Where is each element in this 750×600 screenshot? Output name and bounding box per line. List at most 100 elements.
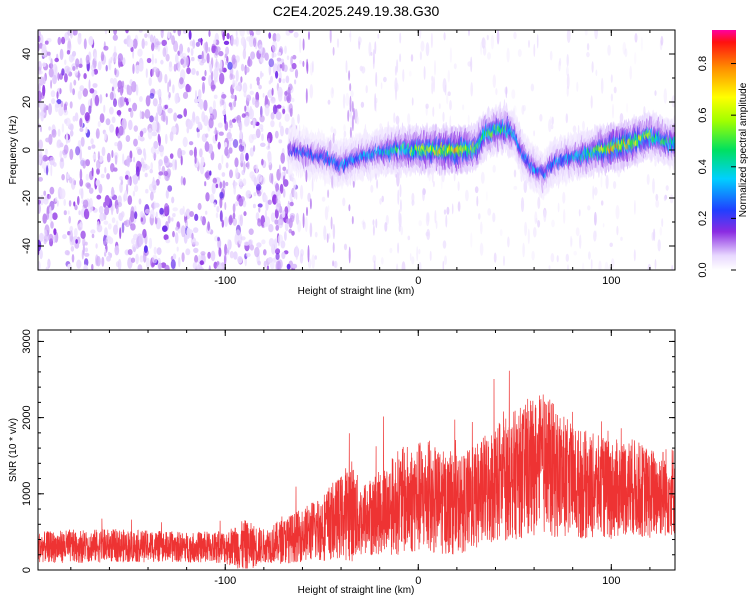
noise-blob: [130, 223, 136, 231]
faint-streak: [330, 87, 334, 99]
faint-streak: [610, 93, 614, 102]
noise-blob: [69, 123, 74, 131]
noise-blob: [255, 91, 260, 102]
noise-blob: [172, 213, 176, 218]
faint-streak: [486, 191, 488, 202]
spectrogram-xtick-label: -100: [214, 275, 236, 287]
noise-blob: [258, 44, 263, 54]
noise-blob: [241, 113, 246, 118]
faint-streak: [600, 174, 603, 188]
faint-streak: [468, 30, 470, 37]
noise-blob: [140, 157, 145, 165]
faint-streak: [534, 211, 538, 225]
noise-blob: [285, 218, 291, 224]
noise-blob: [209, 63, 213, 74]
streak: [399, 53, 402, 63]
noise-blob: [224, 147, 229, 157]
noise-blob: [117, 53, 123, 63]
noise-blob: [223, 254, 227, 266]
noise-blob: [67, 210, 70, 215]
noise-blob: [38, 70, 43, 75]
noise-blob: [120, 179, 124, 186]
noise-blob: [99, 212, 105, 222]
faint-streak: [395, 173, 397, 178]
faint-streak: [661, 218, 664, 228]
noise-blob: [260, 57, 264, 64]
noise-blob: [204, 141, 210, 152]
noise-blob: [200, 156, 205, 167]
noise-blob: [76, 259, 82, 269]
noise-blob: [276, 189, 281, 200]
snr-ylabel: SNR (10 * v/v): [8, 418, 19, 482]
noise-blob: [152, 176, 155, 187]
streak: [372, 219, 375, 226]
noise-blob: [119, 85, 123, 96]
noise-blob: [229, 119, 233, 126]
faint-streak: [447, 69, 450, 83]
noise-blob: [130, 257, 136, 263]
noise-blob: [138, 62, 144, 72]
noise-blob: [276, 104, 282, 109]
noise-blob: [240, 236, 246, 241]
faint-streak: [407, 235, 411, 241]
noise-blob: [162, 47, 167, 58]
faint-streak: [311, 177, 314, 192]
noise-blob: [237, 255, 243, 264]
noise-blob: [240, 63, 245, 72]
noise-blob: [59, 150, 63, 159]
streak: [349, 95, 352, 112]
noise-blob: [100, 173, 105, 179]
noise-blob: [288, 103, 293, 114]
noise-blob: [240, 120, 243, 133]
faint-streak: [533, 130, 535, 137]
noise-blob: [172, 207, 178, 212]
noise-blob: [181, 225, 186, 238]
faint-streak: [493, 252, 497, 263]
noise-blob: [240, 36, 246, 47]
faint-streak: [425, 212, 430, 227]
noise-blob: [58, 106, 64, 117]
noise-blob: [77, 90, 82, 100]
noise-blob: [48, 126, 51, 131]
noise-blob: [227, 239, 231, 251]
noise-blob: [57, 72, 60, 81]
noise-blob: [124, 174, 129, 180]
noise-blob: [261, 133, 264, 142]
noise-blob: [117, 87, 121, 93]
streak: [351, 115, 354, 132]
noise-blob: [195, 41, 200, 47]
faint-streak: [490, 34, 494, 50]
noise-blob: [171, 196, 175, 204]
faint-streak: [297, 113, 300, 124]
faint-streak: [520, 197, 525, 213]
noise-blob: [194, 156, 197, 164]
faint-streak: [444, 255, 447, 265]
noise-blob: [172, 230, 175, 238]
noise-blob: [219, 196, 223, 209]
noise-blob: [205, 210, 208, 215]
noise-blob: [148, 77, 152, 87]
noise-blob: [232, 217, 237, 226]
snr-frame: [37, 329, 676, 571]
noise-blob: [67, 40, 72, 53]
noise-blob: [52, 74, 57, 85]
faint-streak: [549, 50, 553, 61]
noise-blob: [224, 216, 228, 227]
noise-blob: [101, 256, 105, 267]
noise-blob: [270, 120, 275, 128]
faint-streak: [539, 114, 543, 122]
noise-blob: [85, 159, 90, 167]
noise-blob: [44, 40, 49, 45]
noise-blob: [68, 215, 71, 224]
faint-streak: [384, 222, 388, 232]
noise-blob: [84, 112, 90, 122]
noise-blob: [50, 221, 54, 229]
noise-blob: [221, 154, 224, 165]
faint-streak: [408, 70, 412, 77]
noise-blob: [234, 201, 239, 207]
streak: [351, 100, 354, 113]
noise-blob: [40, 109, 45, 122]
noise-blob: [249, 83, 253, 90]
noise-blob: [57, 128, 61, 137]
streak: [329, 30, 332, 44]
